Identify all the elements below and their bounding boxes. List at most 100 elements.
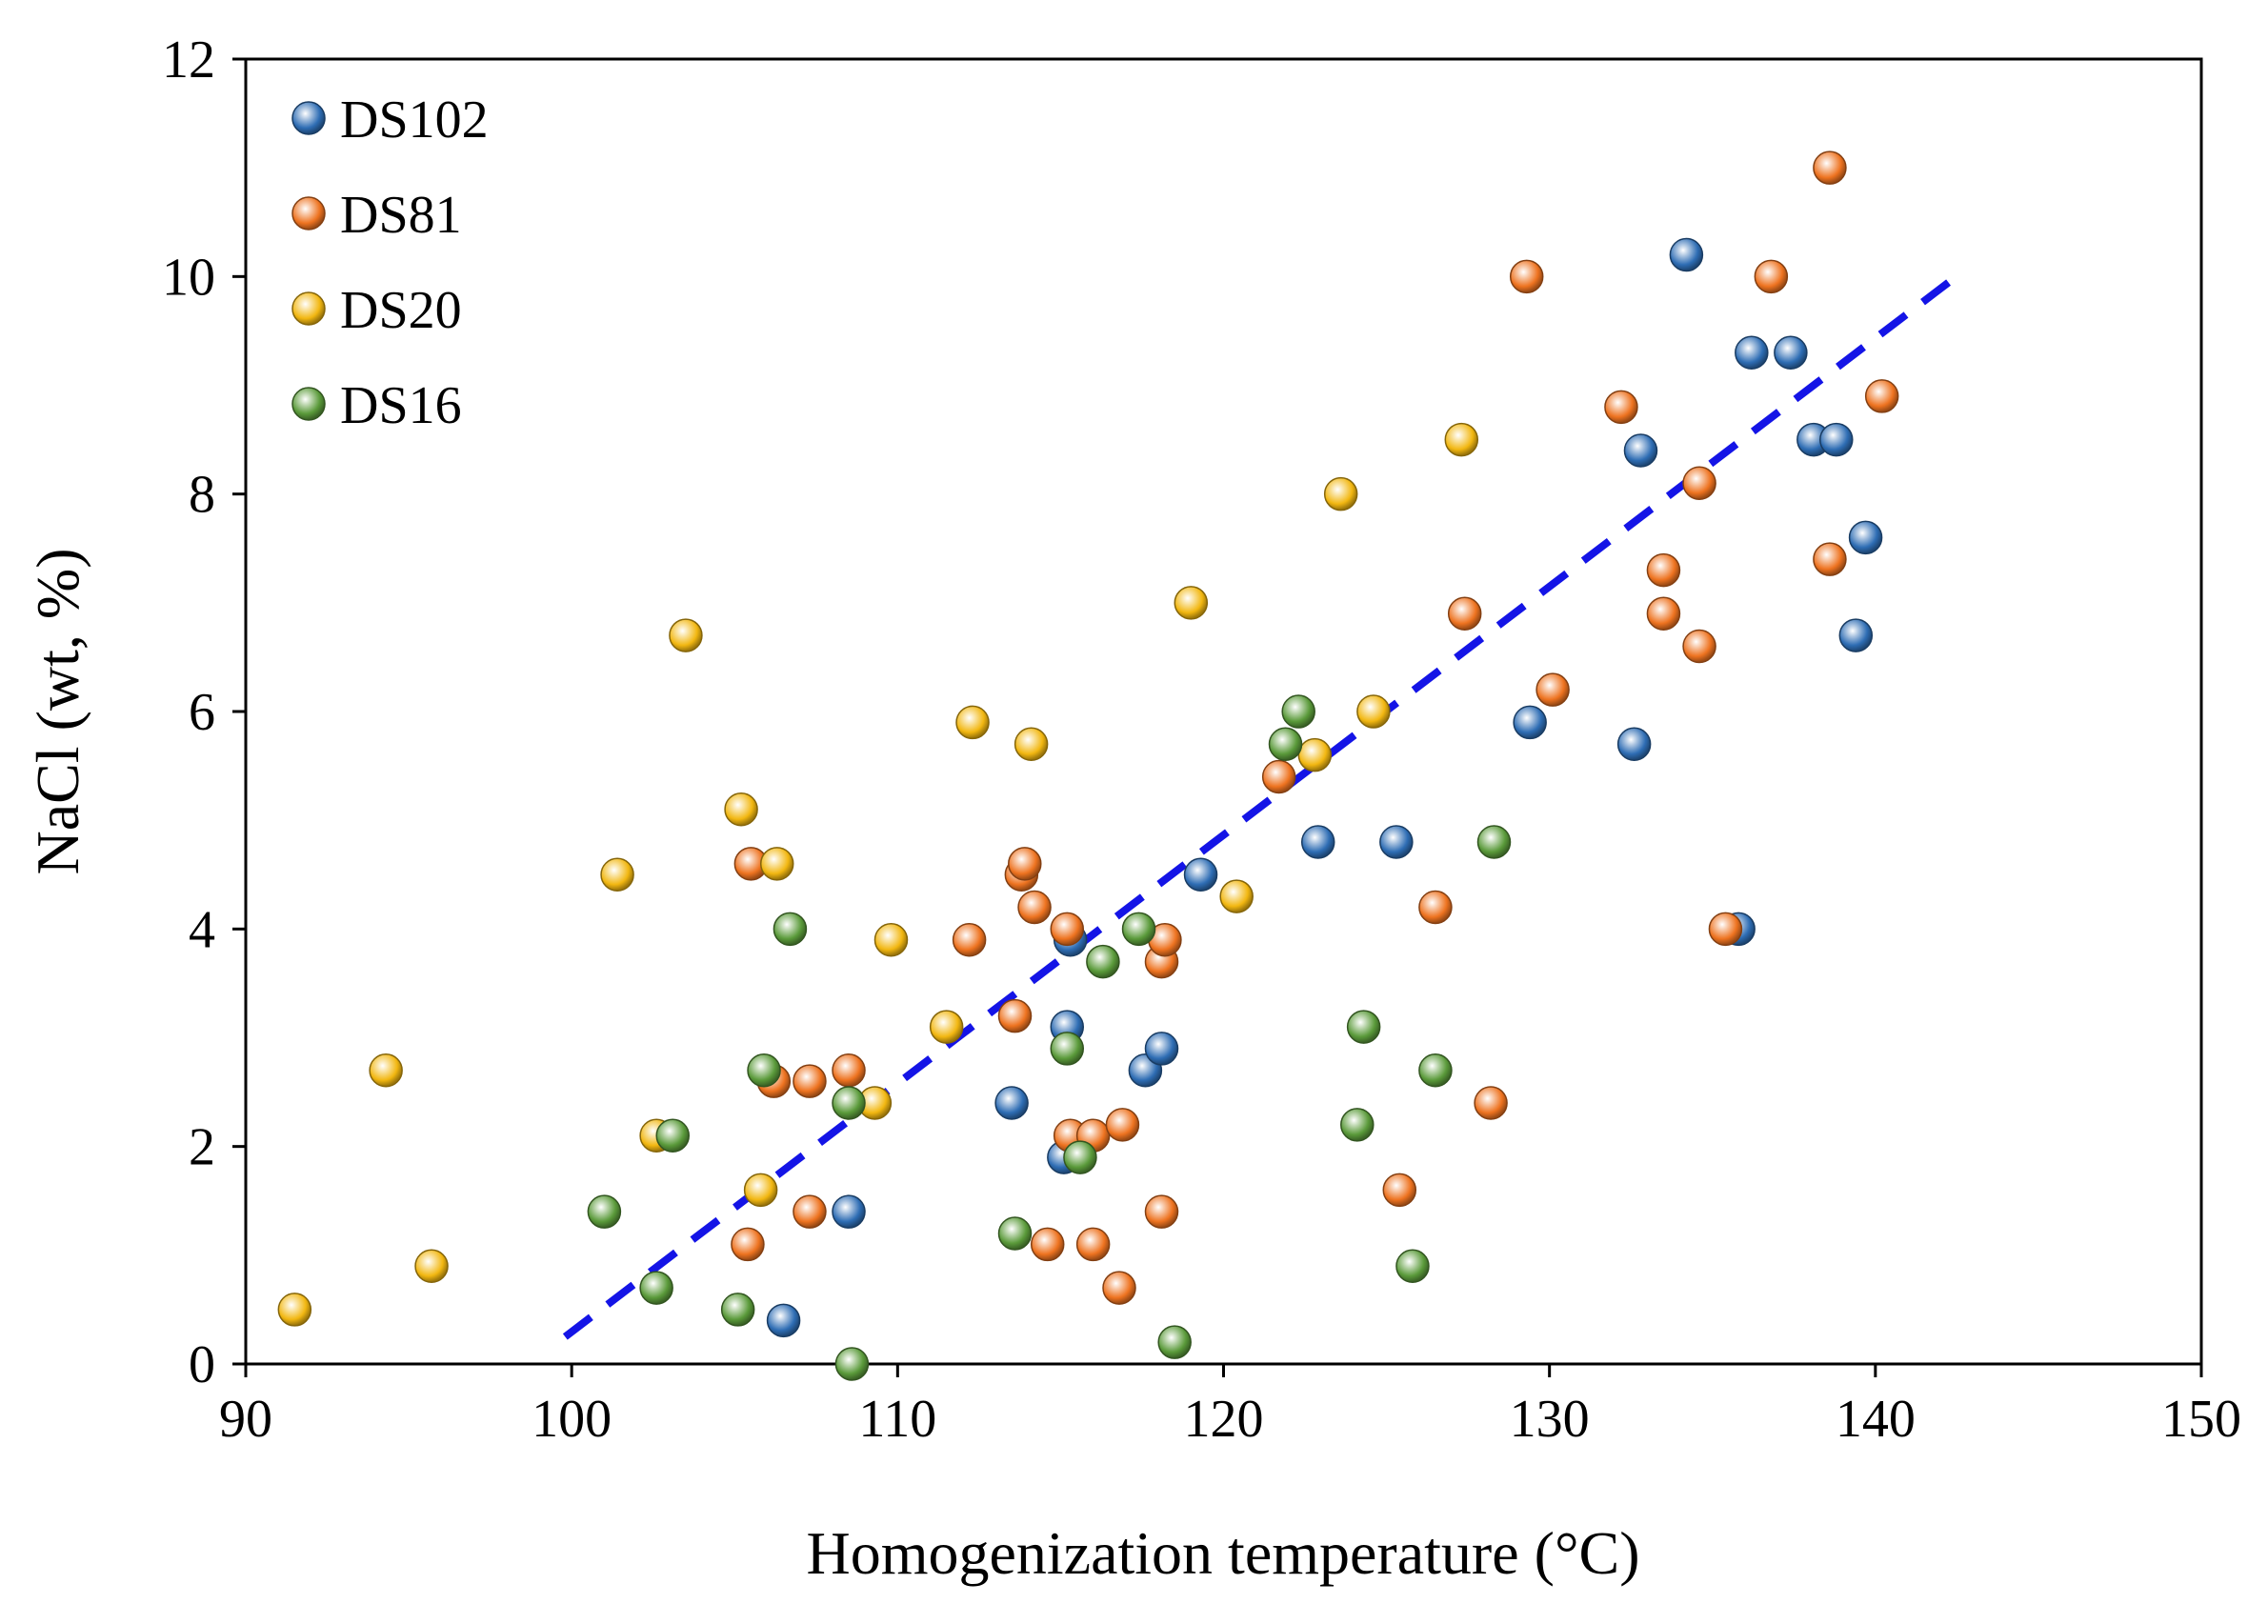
y-tick-label: 4 [189, 900, 215, 959]
x-tick-label: 140 [1836, 1390, 1916, 1449]
data-point [414, 1249, 449, 1283]
data-point [369, 1053, 403, 1088]
data-point [1819, 422, 1854, 457]
data-point [1063, 1140, 1097, 1174]
data-point [1144, 1194, 1179, 1229]
data-point [1261, 759, 1296, 794]
data-point [1447, 596, 1482, 631]
data-points [277, 150, 1899, 1381]
data-point [720, 1293, 755, 1327]
x-tick-label: 120 [1184, 1390, 1264, 1449]
data-point [1474, 1086, 1508, 1120]
data-point [600, 857, 634, 892]
legend-label: DS81 [340, 186, 462, 245]
trendline-layer [562, 268, 1966, 1340]
data-point [997, 1216, 1033, 1251]
legend-label: DS102 [340, 90, 489, 150]
series-ds81 [731, 150, 1899, 1305]
data-point [1379, 825, 1414, 859]
data-point [1382, 1173, 1417, 1208]
data-point [277, 1293, 312, 1327]
data-point [1418, 1053, 1453, 1088]
data-point [1075, 1227, 1111, 1262]
data-point [1050, 1032, 1085, 1066]
data-point [1813, 542, 1847, 576]
data-point [1102, 1271, 1136, 1305]
plot-frame [244, 57, 2203, 1366]
x-tick-label: 130 [1510, 1390, 1590, 1449]
x-tick-label: 100 [532, 1390, 612, 1449]
data-point [1646, 552, 1681, 588]
series-ds102 [766, 237, 1883, 1338]
data-point [1708, 912, 1743, 947]
data-point [1008, 847, 1042, 881]
x-tick-label: 150 [2161, 1390, 2241, 1449]
data-point [1669, 237, 1704, 272]
y-tick-label: 6 [189, 683, 215, 742]
data-point [731, 1227, 765, 1262]
data-point [1682, 466, 1716, 500]
legend-label: DS20 [340, 281, 462, 340]
data-point [1535, 672, 1570, 707]
data-point [952, 923, 987, 957]
legend-marker [291, 291, 326, 326]
data-point [1444, 422, 1479, 457]
data-point [1616, 727, 1652, 761]
data-point [773, 912, 808, 947]
y-tick-label: 0 [189, 1335, 215, 1394]
data-point [1086, 944, 1120, 979]
data-point [1848, 520, 1883, 555]
data-point [587, 1194, 622, 1229]
data-point [747, 1053, 781, 1088]
data-point [1813, 150, 1847, 185]
data-point [1014, 727, 1049, 761]
data-point [1646, 596, 1681, 631]
data-point [793, 1194, 827, 1229]
data-point [1735, 335, 1769, 370]
legend-marker [291, 387, 326, 421]
data-point [1030, 1227, 1065, 1262]
data-point [1346, 1010, 1381, 1044]
series-ds16 [587, 694, 1512, 1381]
data-point [724, 792, 758, 827]
data-point [1418, 890, 1453, 925]
data-point [655, 1118, 690, 1153]
data-point [1183, 857, 1218, 892]
x-axis-title: Homogenization temperature (°C) [806, 1519, 1639, 1587]
data-point [1323, 476, 1358, 511]
data-point [1864, 379, 1899, 413]
y-tick-label: 10 [162, 248, 215, 307]
data-point [766, 1303, 801, 1338]
y-axis-title: NaCl (wt, %) [24, 548, 91, 874]
data-point [1121, 912, 1156, 947]
data-point [1356, 694, 1391, 729]
data-point [832, 1194, 866, 1229]
y-tick-label: 8 [189, 466, 215, 525]
data-point [997, 998, 1033, 1033]
data-point [1476, 825, 1512, 859]
data-point [669, 618, 703, 652]
data-point [1754, 259, 1789, 294]
legend-marker [291, 196, 326, 231]
data-point [793, 1064, 827, 1098]
data-point [1050, 912, 1085, 947]
data-point [873, 923, 909, 957]
data-point [832, 1086, 866, 1120]
series-ds20 [277, 422, 1479, 1327]
data-point [994, 1086, 1029, 1120]
data-point [1682, 629, 1716, 664]
data-point [929, 1010, 964, 1044]
data-point [1281, 694, 1315, 729]
y-tick-label: 2 [189, 1118, 215, 1177]
data-point [1838, 618, 1874, 652]
data-point [1395, 1249, 1430, 1283]
data-point [743, 1173, 778, 1208]
data-point [1774, 335, 1808, 370]
axis-tick-labels: 90 100 110 120 130 140 150 0 2 4 6 8 10 12 [162, 30, 2241, 1449]
trendline [562, 268, 1966, 1340]
data-point [1623, 433, 1658, 468]
data-point [955, 705, 990, 740]
data-point [1157, 1325, 1192, 1359]
data-point [1174, 586, 1209, 620]
